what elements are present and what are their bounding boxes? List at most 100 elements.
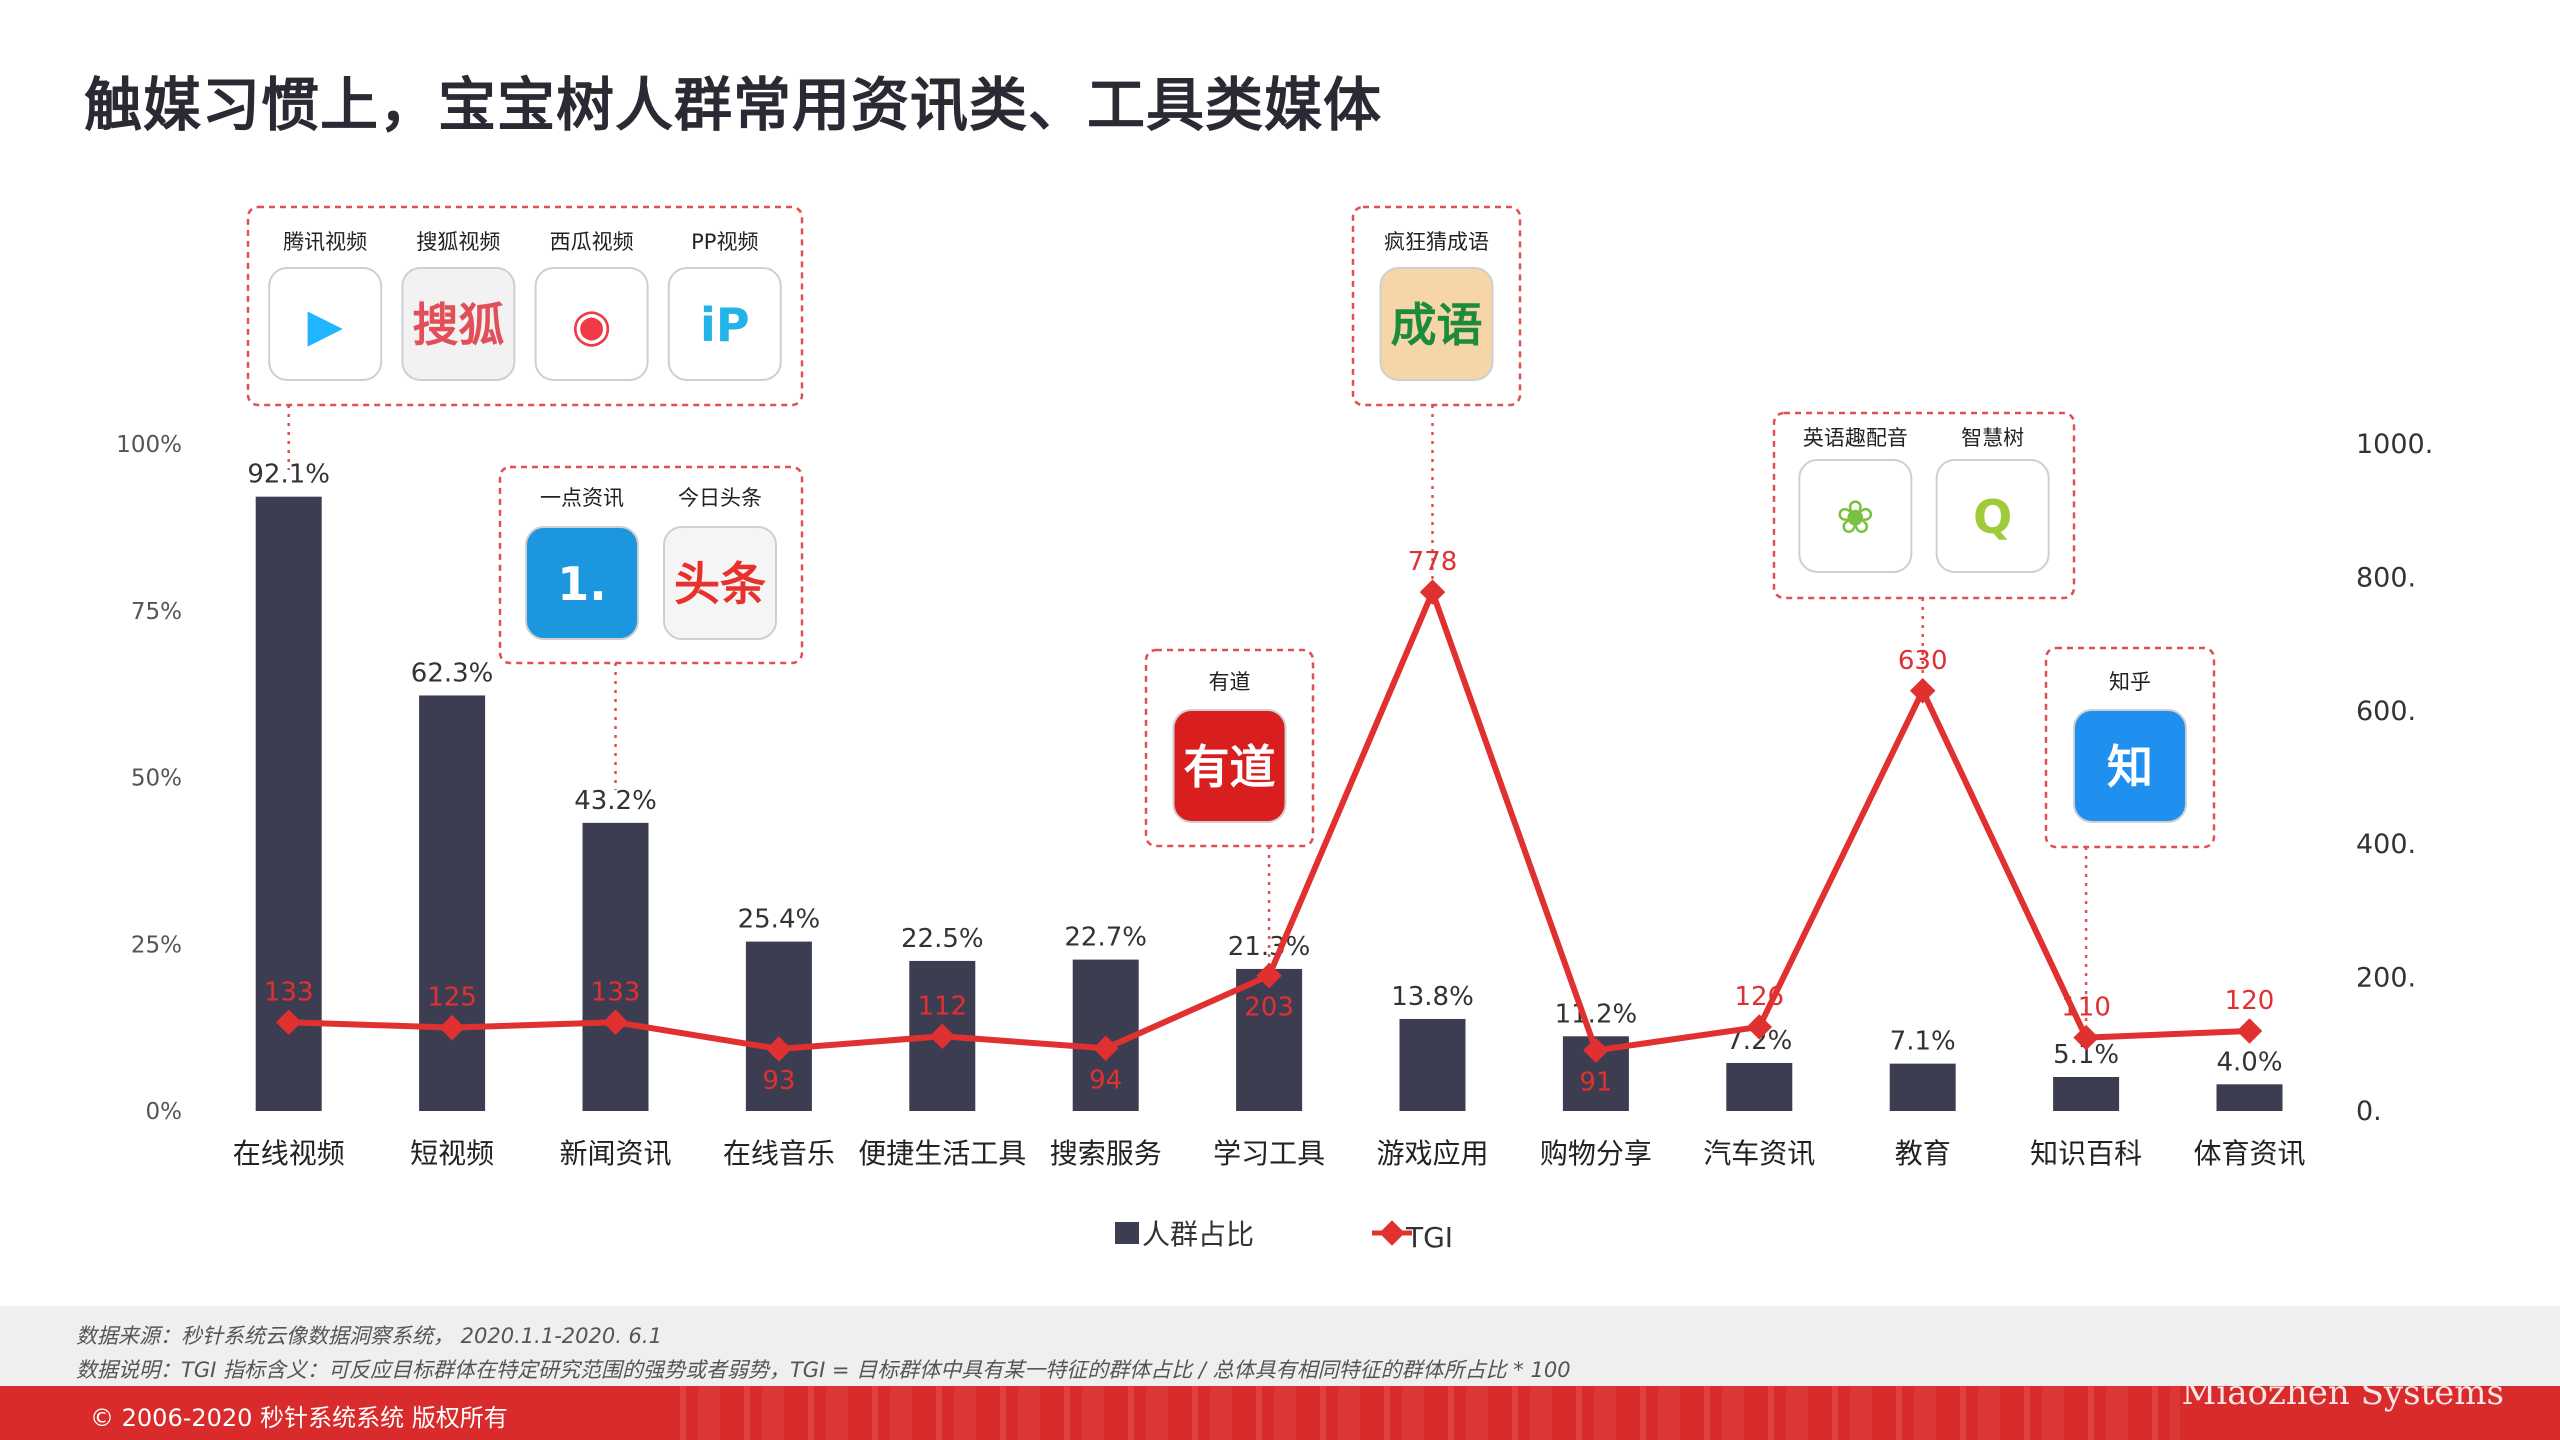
bar-value-label: 43.2% (574, 786, 657, 816)
youdao-icon: 有道 (1184, 740, 1276, 794)
bar-value-label: 92.1% (247, 460, 330, 490)
tgi-value-label: 630 (1898, 646, 1948, 676)
y-left-tick-label: 25% (131, 932, 182, 958)
app-name-label: 疯狂猜成语 (1384, 230, 1489, 254)
callout-box (1351, 205, 1522, 407)
source-note: 数据来源：秒针系统云像数据洞察系统， 2020.1.1-2020. 6.1 (76, 1324, 662, 1348)
page-title: 触媒习惯上，宝宝树人群常用资讯类、工具类媒体 (84, 71, 1383, 139)
tgi-point (275, 1009, 302, 1036)
y-left-tick-label: 75% (131, 599, 182, 625)
bar-value-label: 4.0% (2216, 1047, 2282, 1077)
brand-logo: Miaozhen Systems (2181, 1386, 2505, 1413)
tgi-value-label: 91 (1579, 1067, 1612, 1097)
app-name-label: PP视频 (691, 230, 758, 254)
definition-note: 数据说明：TGI 指标含义：可反应目标群体在特定研究范围的强势或者弱势，TGI … (76, 1358, 1571, 1382)
legend-bar-swatch (1115, 1222, 1139, 1244)
legend-line-marker (1379, 1220, 1405, 1246)
y-left-tick-label: 50% (131, 766, 182, 792)
bar (419, 695, 486, 1111)
app-name-label: 搜狐视频 (416, 230, 500, 254)
tgi-value-label: 133 (591, 977, 641, 1007)
footer-stripes (680, 1386, 2180, 1440)
zhihu-icon: 知 (2107, 740, 2153, 794)
xigua-video-icon (534, 267, 649, 381)
tgi-value-label: 133 (264, 977, 314, 1007)
x-tick-label: 体育资讯 (2193, 1137, 2305, 1170)
zhihu-icon (2073, 709, 2187, 823)
x-tick-label: 学习工具 (1213, 1137, 1325, 1170)
tgi-point (1419, 579, 1446, 605)
bar (1889, 1063, 1956, 1111)
y-right-tick-label: 1000. (2356, 429, 2433, 460)
tencent-video-icon (268, 267, 383, 381)
pp-video-icon: iP (700, 298, 749, 352)
pp-video-icon (667, 267, 782, 381)
app-name-label: 腾讯视频 (283, 230, 367, 254)
app-name-label: 知乎 (2109, 670, 2151, 694)
toutiao-icon (663, 526, 777, 640)
bar-value-label: 25.4% (738, 905, 821, 935)
x-tick-label: 知识百科 (2030, 1137, 2142, 1170)
y-right-tick-label: 200. (2356, 963, 2416, 994)
tgi-value-label: 112 (917, 991, 967, 1021)
app-name-label: 一点资讯 (540, 486, 624, 510)
callout-box (2044, 646, 2216, 849)
x-tick-label: 教育 (1895, 1137, 1951, 1170)
english-dubbing-icon: ❀ (1836, 490, 1875, 544)
legend-bar-label: 人群占比 (1142, 1218, 1254, 1251)
y-right-tick-label: 0. (2356, 1096, 2382, 1127)
app-name-label: 英语趣配音 (1803, 426, 1908, 450)
yidian-news-icon: 1. (557, 557, 606, 611)
bar (745, 941, 812, 1111)
bar (582, 822, 649, 1111)
x-tick-label: 便捷生活工具 (858, 1137, 1026, 1170)
bar (2053, 1076, 2120, 1111)
xigua-video-icon: ◉ (572, 298, 612, 352)
tgi-point (602, 1009, 629, 1036)
tgi-value-label: 93 (762, 1066, 795, 1096)
yidian-news-icon (525, 526, 639, 640)
footer-notes: 数据来源：秒针系统云像数据洞察系统， 2020.1.1-2020. 6.1 数据… (0, 1306, 2560, 1386)
youdao-icon (1172, 709, 1287, 823)
footer-bar: © 2006-2020 秒针系统系统 版权所有 Miaozhen Systems (0, 1386, 2560, 1440)
bar (1236, 968, 1303, 1111)
bar (1399, 1018, 1466, 1111)
tgi-value-label: 125 (427, 983, 477, 1013)
bar (2216, 1084, 2283, 1111)
y-right-tick-label: 400. (2356, 829, 2416, 860)
bar-line-chart: 0% 25% 50% 75% 100% 0. 200. 400. 600. 800. 1000. 在线… (116, 205, 2433, 1254)
app-name-label: 智慧树 (1961, 426, 2024, 450)
bar (255, 496, 322, 1111)
y-right-tick-label: 600. (2356, 696, 2416, 727)
x-tick-label: 汽车资讯 (1703, 1137, 1815, 1170)
zhihuishu-icon (1935, 459, 2050, 573)
tgi-value-label: 203 (1244, 993, 1294, 1023)
tgi-point (2236, 1018, 2263, 1044)
bar-value-label: 11.2% (1555, 999, 1638, 1029)
zhihuishu-icon: Q (1973, 490, 2012, 544)
callout-box (1772, 411, 2076, 600)
bar-value-label: 13.8% (1391, 982, 1474, 1012)
app-name-label: 有道 (1209, 670, 1251, 694)
english-dubbing-icon (1798, 459, 1913, 573)
x-tick-label: 在线音乐 (723, 1137, 835, 1170)
tgi-value-label: 94 (1089, 1065, 1122, 1095)
tgi-value-label: 120 (2225, 986, 2275, 1016)
tencent-video-icon: ▶ (308, 298, 344, 352)
bar-value-label: 62.3% (411, 658, 494, 688)
bar-value-label: 21.3% (1228, 932, 1311, 962)
idiom-game-icon: 成语 (1391, 298, 1483, 352)
tgi-value-label: 110 (2061, 993, 2111, 1023)
y-right-tick-label: 800. (2356, 562, 2416, 593)
app-name-label: 今日头条 (678, 486, 762, 510)
legend-line-label: TGI (1405, 1221, 1453, 1254)
copyright-text: © 2006-2020 秒针系统系统 版权所有 (90, 1404, 508, 1432)
tgi-point (1909, 678, 1936, 704)
bar-value-label: 22.5% (901, 924, 984, 954)
x-tick-label: 购物分享 (1540, 1137, 1652, 1170)
sohu-video-icon: 搜狐 (412, 298, 504, 352)
tgi-value-label: 126 (1734, 982, 1784, 1012)
sohu-video-icon (401, 267, 516, 381)
x-tick-label: 短视频 (410, 1137, 494, 1170)
bar (1726, 1062, 1793, 1111)
